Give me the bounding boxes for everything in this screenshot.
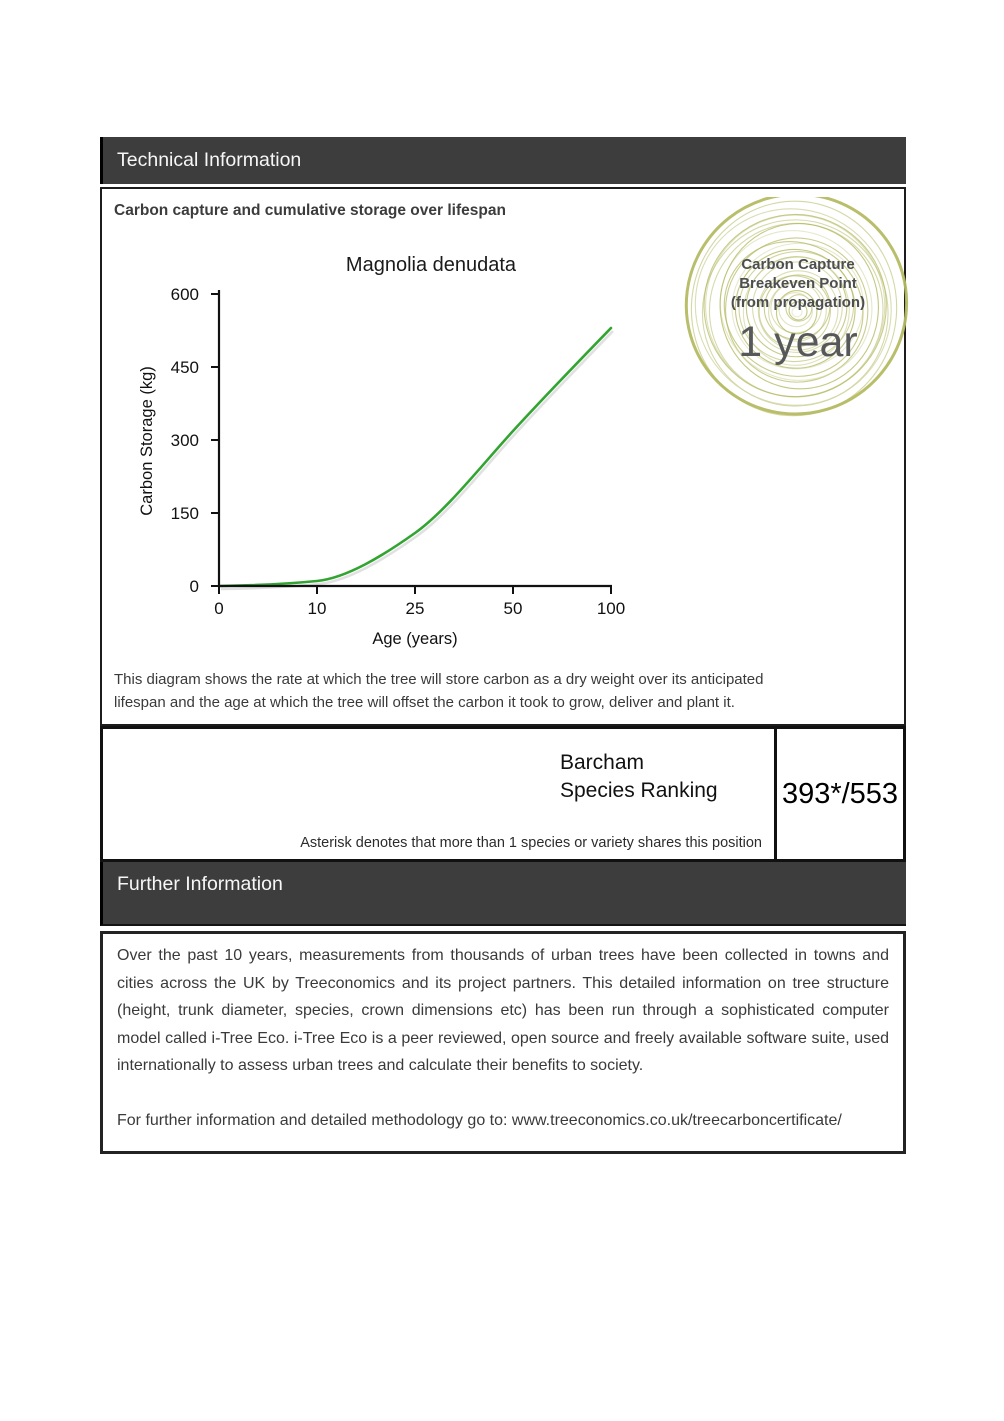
y-tick-600: 600	[171, 285, 199, 304]
badge-line2: Breakeven Point	[739, 275, 857, 292]
y-tick-450: 450	[171, 358, 199, 377]
y-axis-label: Carbon Storage (kg)	[138, 366, 156, 516]
further-information-body: Over the past 10 years, measurements fro…	[100, 931, 906, 1154]
further-information-header: Further Information	[100, 862, 906, 926]
y-axis-ticks	[211, 293, 219, 587]
chart-title: Magnolia denudata	[346, 254, 517, 276]
breakeven-badge-text: Carbon Capture Breakeven Point (from pro…	[682, 255, 914, 368]
ranking-title: Barcham Species Ranking	[560, 749, 718, 805]
x-tick-100: 100	[597, 599, 625, 618]
chart-caption: This diagram shows the rate at which the…	[114, 671, 764, 711]
badge-line3: (from propagation)	[730, 294, 866, 311]
x-axis-label: Age (years)	[372, 630, 457, 648]
y-tick-0: 0	[190, 577, 199, 596]
ranking-value: 393*/553	[774, 729, 903, 859]
species-ranking-section: Barcham Species Ranking Asterisk denotes…	[100, 726, 906, 862]
badge-line1: Carbon Capture	[741, 256, 855, 273]
x-tick-25: 25	[406, 599, 425, 618]
x-axis-ticks	[218, 586, 612, 594]
breakeven-badge: Carbon Capture Breakeven Point (from pro…	[682, 197, 914, 425]
methodology-link-line: For further information and detailed met…	[117, 1111, 842, 1129]
tree-rings-icon	[684, 197, 909, 417]
carbon-storage-chart: Magnolia denudata	[138, 254, 625, 648]
chart-axes	[217, 290, 612, 588]
document-content: Technical Information Carbon capture and…	[100, 137, 909, 1154]
ranking-title-line2: Species Ranking	[560, 779, 718, 802]
chart-section: Carbon capture and cumulative storage ov…	[100, 187, 909, 726]
technical-information-title: Technical Information	[117, 149, 302, 171]
ranking-asterisk-note: Asterisk denotes that more than 1 specie…	[300, 835, 762, 851]
breakeven-value: 1 year	[738, 318, 858, 366]
technical-information-header: Technical Information	[100, 137, 906, 184]
carbon-curve-shadow	[220, 330, 614, 591]
further-information-paragraph: Over the past 10 years, measurements fro…	[117, 947, 889, 1074]
ranking-title-line1: Barcham	[560, 751, 645, 774]
x-tick-50: 50	[504, 599, 523, 618]
carbon-curve	[217, 326, 613, 588]
ranking-left-cell: Barcham Species Ranking Asterisk denotes…	[103, 729, 774, 859]
chart-section-heading: Carbon capture and cumulative storage ov…	[114, 202, 506, 219]
x-tick-0: 0	[214, 599, 223, 618]
further-information-title: Further Information	[117, 873, 283, 895]
y-tick-300: 300	[171, 431, 199, 450]
y-tick-150: 150	[171, 504, 199, 523]
x-tick-10: 10	[308, 599, 327, 618]
